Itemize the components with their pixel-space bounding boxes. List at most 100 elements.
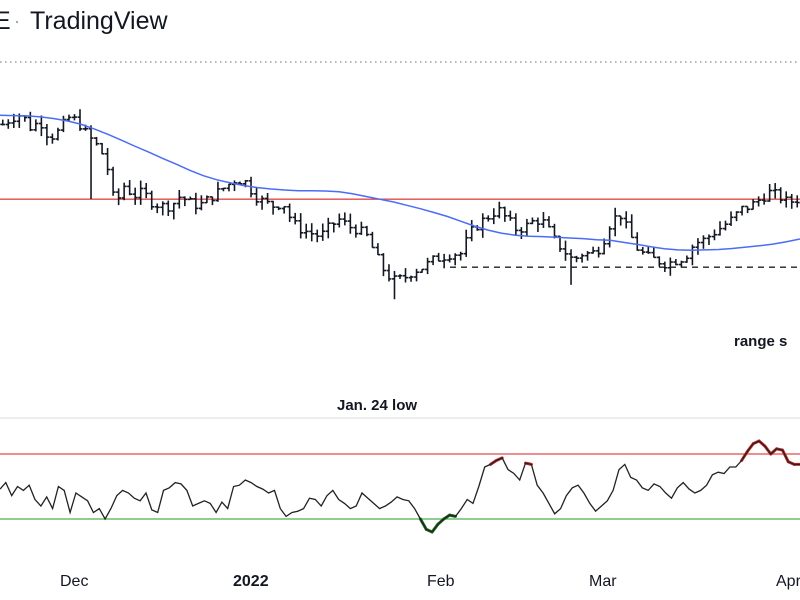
ohlc-bar — [596, 246, 602, 258]
ohlc-bar — [463, 229, 469, 257]
ohlc-bar — [254, 187, 260, 206]
ohlc-bar — [585, 251, 591, 261]
ohlc-bar — [728, 211, 734, 226]
ohlc-bar — [745, 205, 751, 214]
ohlc-bar — [220, 187, 226, 192]
ohlc-bar — [71, 114, 77, 121]
ohlc-bar — [276, 206, 282, 211]
ohlc-bar — [601, 238, 607, 255]
ohlc-bar — [403, 268, 409, 283]
ohlc-bar — [452, 253, 458, 266]
ohlc-bar — [44, 124, 50, 146]
ohlc-bar — [204, 195, 210, 204]
ohlc-bar — [309, 223, 315, 242]
ohlc-bar — [27, 111, 33, 132]
ohlc-bar — [436, 252, 442, 262]
ohlc-bar — [198, 195, 204, 211]
ohlc-bar — [77, 109, 83, 131]
ohlc-bar — [386, 264, 392, 282]
header-separator: · — [14, 11, 20, 31]
ohlc-bar — [231, 180, 237, 192]
ohlc-bar — [347, 213, 353, 234]
ohlc-bar — [551, 223, 557, 239]
oscillator-panel — [0, 439, 800, 534]
ohlc-bar — [226, 183, 232, 192]
ohlc-bar — [496, 201, 502, 219]
ohlc-bar — [138, 180, 144, 205]
ohlc-bar — [684, 255, 690, 263]
price-panel: Jan. 24 low range s — [0, 109, 800, 414]
ohlc-bar — [717, 221, 723, 236]
ohlc-bar — [342, 212, 348, 226]
ohlc-bar — [149, 190, 155, 210]
ohlc-bar — [391, 270, 397, 300]
ohlc-bar — [358, 221, 364, 235]
ohlc-bar — [99, 142, 105, 155]
ohlc-bar — [612, 207, 618, 237]
ohlc-bar — [303, 223, 309, 239]
ohlc-bar — [524, 218, 530, 237]
ohlc-bar — [259, 195, 265, 210]
x-axis: Dec 2022 Feb Mar Apr — [60, 573, 800, 590]
ohlc-bar — [794, 195, 800, 208]
ohlc-bar — [739, 205, 745, 216]
ohlc-bar — [397, 274, 403, 279]
ohlc-bar — [292, 212, 298, 225]
ohlc-bar — [105, 148, 111, 176]
ohlc-bar — [38, 115, 44, 137]
ohlc-bar — [369, 231, 375, 249]
ohlc-bar — [518, 227, 524, 240]
ohlc-bar — [629, 214, 635, 239]
ohlc-bar — [678, 260, 684, 268]
header-title-prefix: E — [0, 7, 11, 35]
ohlc-bars — [0, 109, 800, 300]
ohlc-bar — [441, 253, 447, 269]
ohlc-bar — [689, 244, 695, 266]
ohlc-bar — [700, 235, 706, 249]
x-tick-dec: Dec — [60, 573, 88, 590]
ohlc-bar — [529, 217, 535, 225]
ohlc-bar — [237, 181, 243, 185]
ohlc-bar — [469, 220, 475, 242]
x-tick-mar: Mar — [589, 573, 617, 590]
ohlc-bar — [645, 247, 651, 254]
ohlc-bar — [590, 246, 596, 254]
ohlc-bar — [557, 235, 563, 252]
ohlc-bar — [513, 213, 519, 236]
ohlc-bar — [66, 114, 72, 121]
ohlc-bar — [209, 196, 215, 206]
ohlc-bar — [55, 127, 61, 141]
ohlc-bar — [756, 196, 762, 207]
ohlc-bar — [502, 206, 508, 222]
ohlc-bar — [618, 215, 624, 226]
ohlc-bar — [314, 229, 320, 243]
ohlc-bar — [546, 216, 552, 228]
ohlc-bar — [5, 119, 11, 129]
ohlc-bar — [414, 268, 420, 282]
ohlc-bar — [380, 253, 386, 277]
ohlc-bar — [623, 211, 629, 229]
annotation-jan24-low: Jan. 24 low — [337, 397, 417, 414]
ohlc-bar — [160, 201, 166, 216]
x-tick-2022: 2022 — [233, 573, 269, 590]
ohlc-bar — [723, 220, 729, 231]
moving-average-line — [0, 114, 800, 251]
ohlc-bar — [662, 261, 668, 272]
ohlc-bar — [121, 182, 127, 201]
ohlc-bar — [574, 255, 580, 263]
ohlc-bar — [353, 224, 359, 238]
ohlc-bar — [480, 213, 486, 238]
ohlc-bar — [298, 213, 304, 239]
ohlc-bar — [33, 119, 39, 132]
ohlc-bar — [491, 208, 497, 225]
ohlc-bar — [695, 238, 701, 255]
header-brand: TradingView — [30, 7, 169, 35]
ohlc-bar — [651, 246, 657, 259]
ohlc-bar — [640, 246, 646, 255]
ohlc-bar — [789, 193, 795, 209]
x-tick-apr: Apr — [776, 573, 800, 590]
ohlc-bar — [49, 133, 55, 144]
ohlc-bar — [656, 256, 662, 267]
ohlc-bar — [215, 181, 221, 202]
